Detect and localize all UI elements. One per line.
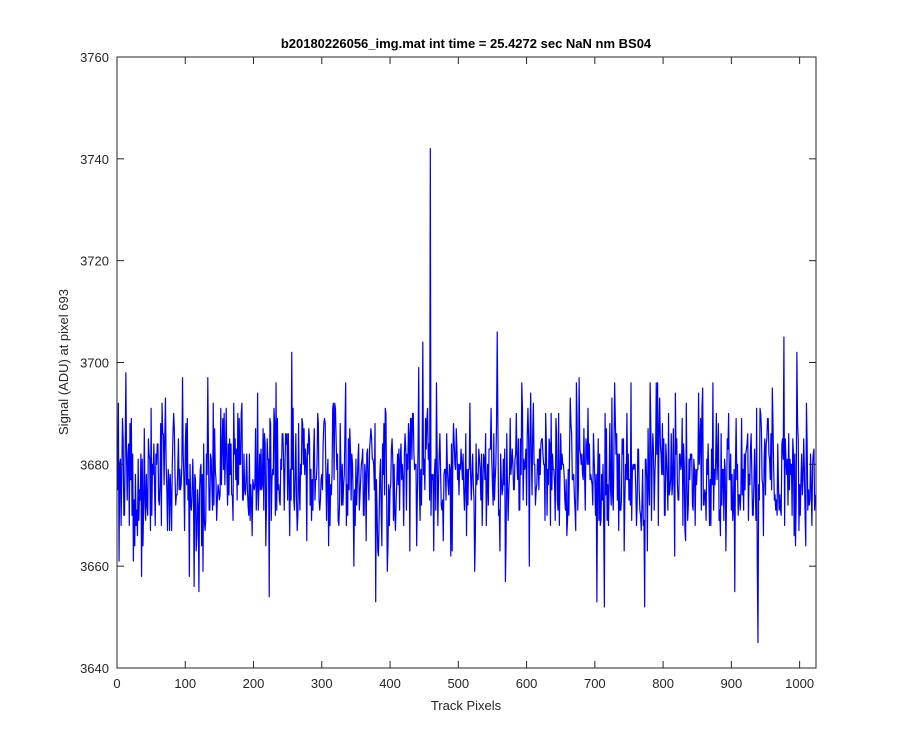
x-tick-label: 900 [721, 676, 743, 691]
plot-background [117, 57, 816, 668]
x-tick-label: 800 [652, 676, 674, 691]
y-axis-title: Signal (ADU) at pixel 693 [56, 289, 71, 435]
y-tick-label: 3760 [80, 50, 109, 65]
y-tick-label: 3700 [80, 356, 109, 371]
x-tick-label: 1000 [785, 676, 814, 691]
x-tick-label: 400 [379, 676, 401, 691]
x-tick-label: 100 [174, 676, 196, 691]
x-tick-label: 300 [311, 676, 333, 691]
x-tick-label: 700 [584, 676, 606, 691]
chart-title: b20180226056_img.mat int time = 25.4272 … [281, 36, 652, 51]
y-tick-label: 3640 [80, 661, 109, 676]
x-tick-label: 600 [516, 676, 538, 691]
axes-layer: 0 100 200 300 400 500 600 700 800 900 1000 3640 3660… [80, 50, 817, 691]
x-tick-label: 200 [243, 676, 265, 691]
x-tick-label: 500 [447, 676, 469, 691]
y-tick-label: 3720 [80, 254, 109, 269]
series-line [117, 148, 816, 644]
y-tick-label: 3740 [80, 152, 109, 167]
plot-layer [117, 148, 816, 644]
y-tick-label: 3680 [80, 457, 109, 472]
y-tick-label: 3660 [80, 559, 109, 574]
x-axis-title: Track Pixels [431, 698, 502, 713]
x-tick-label: 0 [113, 676, 120, 691]
